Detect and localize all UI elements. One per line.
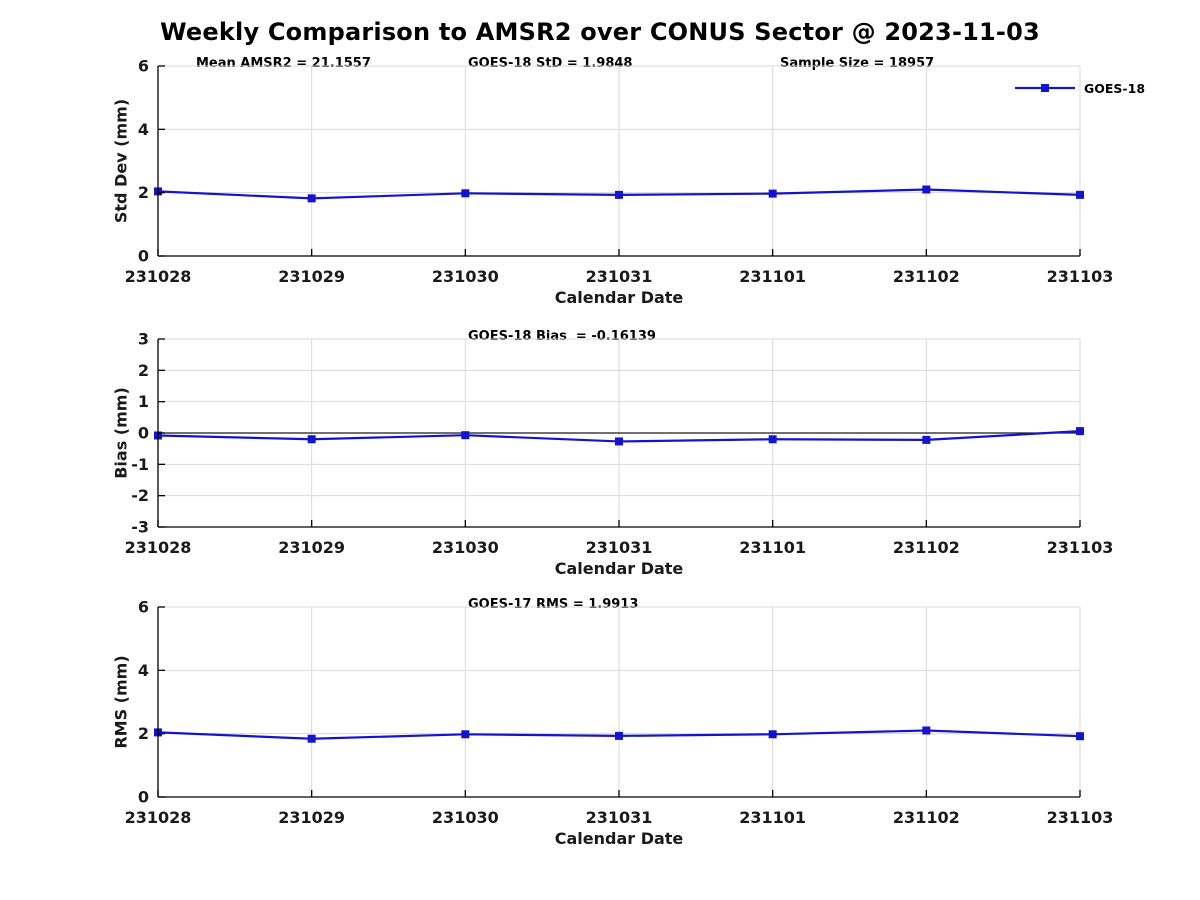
data-point-marker: [461, 189, 470, 198]
y-tick-label: -1: [131, 455, 149, 474]
y-tick-label: 0: [138, 247, 149, 266]
bias-plot: 231028 231029 231030 231031 231101 231102 2311…: [125, 330, 1114, 558]
x-tick-label: 231102: [893, 267, 960, 286]
x-tick-label: 231029: [278, 267, 345, 286]
data-point-marker: [307, 734, 316, 743]
x-tick-label: 231101: [739, 267, 806, 286]
xlabel-std-dev: Calendar Date: [554, 288, 684, 307]
data-point-marker: [461, 431, 470, 440]
x-tick-label: 231031: [586, 267, 653, 286]
y-tick-label: 0: [138, 788, 149, 807]
annotation-sample-size: Sample Size = 18957: [780, 56, 935, 71]
x-tick-label: 231103: [1047, 538, 1114, 557]
std-dev-plot: 231028 231029 231030 231031 231101 231102 2311…: [125, 57, 1114, 287]
rms-plot: 231028 231029 231030 231031 231101 231102 2311…: [125, 598, 1114, 828]
y-tick-label: 6: [138, 57, 149, 76]
annotation-mean-amsr2: Mean AMSR2 = 21.1557: [196, 56, 371, 71]
data-point-marker: [615, 731, 623, 740]
data-point-marker: [615, 437, 623, 446]
data-point-marker: [922, 726, 931, 735]
y-tick-label: 6: [138, 598, 149, 617]
data-point-marker: [768, 189, 777, 198]
x-tick-label: 231029: [278, 538, 345, 557]
data-point-marker: [307, 194, 316, 203]
xlabel-bias: Calendar Date: [554, 559, 684, 578]
data-point-marker: [1076, 190, 1084, 199]
figure-title: Weekly Comparison to AMSR2 over CONUS Se…: [160, 18, 1040, 46]
annotation-goes18-bias: GOES-18 Bias = -0.16139: [468, 329, 656, 344]
legend: GOES-18: [1014, 80, 1145, 96]
x-tick-label: 231030: [432, 538, 499, 557]
legend-label: GOES-18: [1084, 80, 1146, 96]
y-tick-label: 4: [138, 661, 149, 680]
data-point-marker: [1076, 427, 1084, 436]
data-point-marker: [461, 730, 470, 739]
x-tick-label: 231103: [1047, 808, 1114, 827]
legend-line-sample: [1015, 84, 1075, 92]
annotation-goes18-std: GOES-18 StD = 1.9848: [468, 56, 633, 71]
x-tick-label: 231102: [893, 808, 960, 827]
x-tick-label: 231028: [125, 538, 192, 557]
data-point-marker: [922, 185, 931, 194]
x-tick-label: 231029: [278, 808, 345, 827]
data-point-marker: [922, 435, 931, 444]
y-tick-label: 2: [138, 724, 149, 743]
x-tick-label: 231028: [125, 808, 192, 827]
y-tick-label: -3: [131, 518, 149, 537]
x-tick-label: 231101: [739, 808, 806, 827]
xlabel-rms: Calendar Date: [554, 829, 684, 848]
y-tick-label: 1: [138, 392, 149, 411]
y-tick-label: 3: [138, 330, 149, 349]
y-tick-label: -2: [131, 486, 149, 505]
x-tick-label: 231101: [739, 538, 806, 557]
y-tick-label: 2: [138, 361, 149, 380]
x-tick-label: 231103: [1047, 267, 1114, 286]
y-tick-label: 4: [138, 120, 149, 139]
x-tick-label: 231030: [432, 808, 499, 827]
data-point-marker: [615, 190, 623, 199]
x-tick-label: 231031: [586, 808, 653, 827]
x-tick-label: 231031: [586, 538, 653, 557]
y-tick-label: 2: [138, 183, 149, 202]
legend-marker-icon: [1041, 84, 1049, 92]
x-tick-label: 231028: [125, 267, 192, 286]
x-tick-label: 231102: [893, 538, 960, 557]
x-tick-label: 231030: [432, 267, 499, 286]
data-point-marker: [768, 435, 777, 444]
data-point-marker: [768, 730, 777, 739]
annotation-goes17-rms: GOES-17 RMS = 1.9913: [468, 597, 639, 612]
data-point-marker: [1076, 732, 1084, 741]
y-tick-label: 0: [138, 424, 149, 443]
data-point-marker: [307, 435, 316, 444]
